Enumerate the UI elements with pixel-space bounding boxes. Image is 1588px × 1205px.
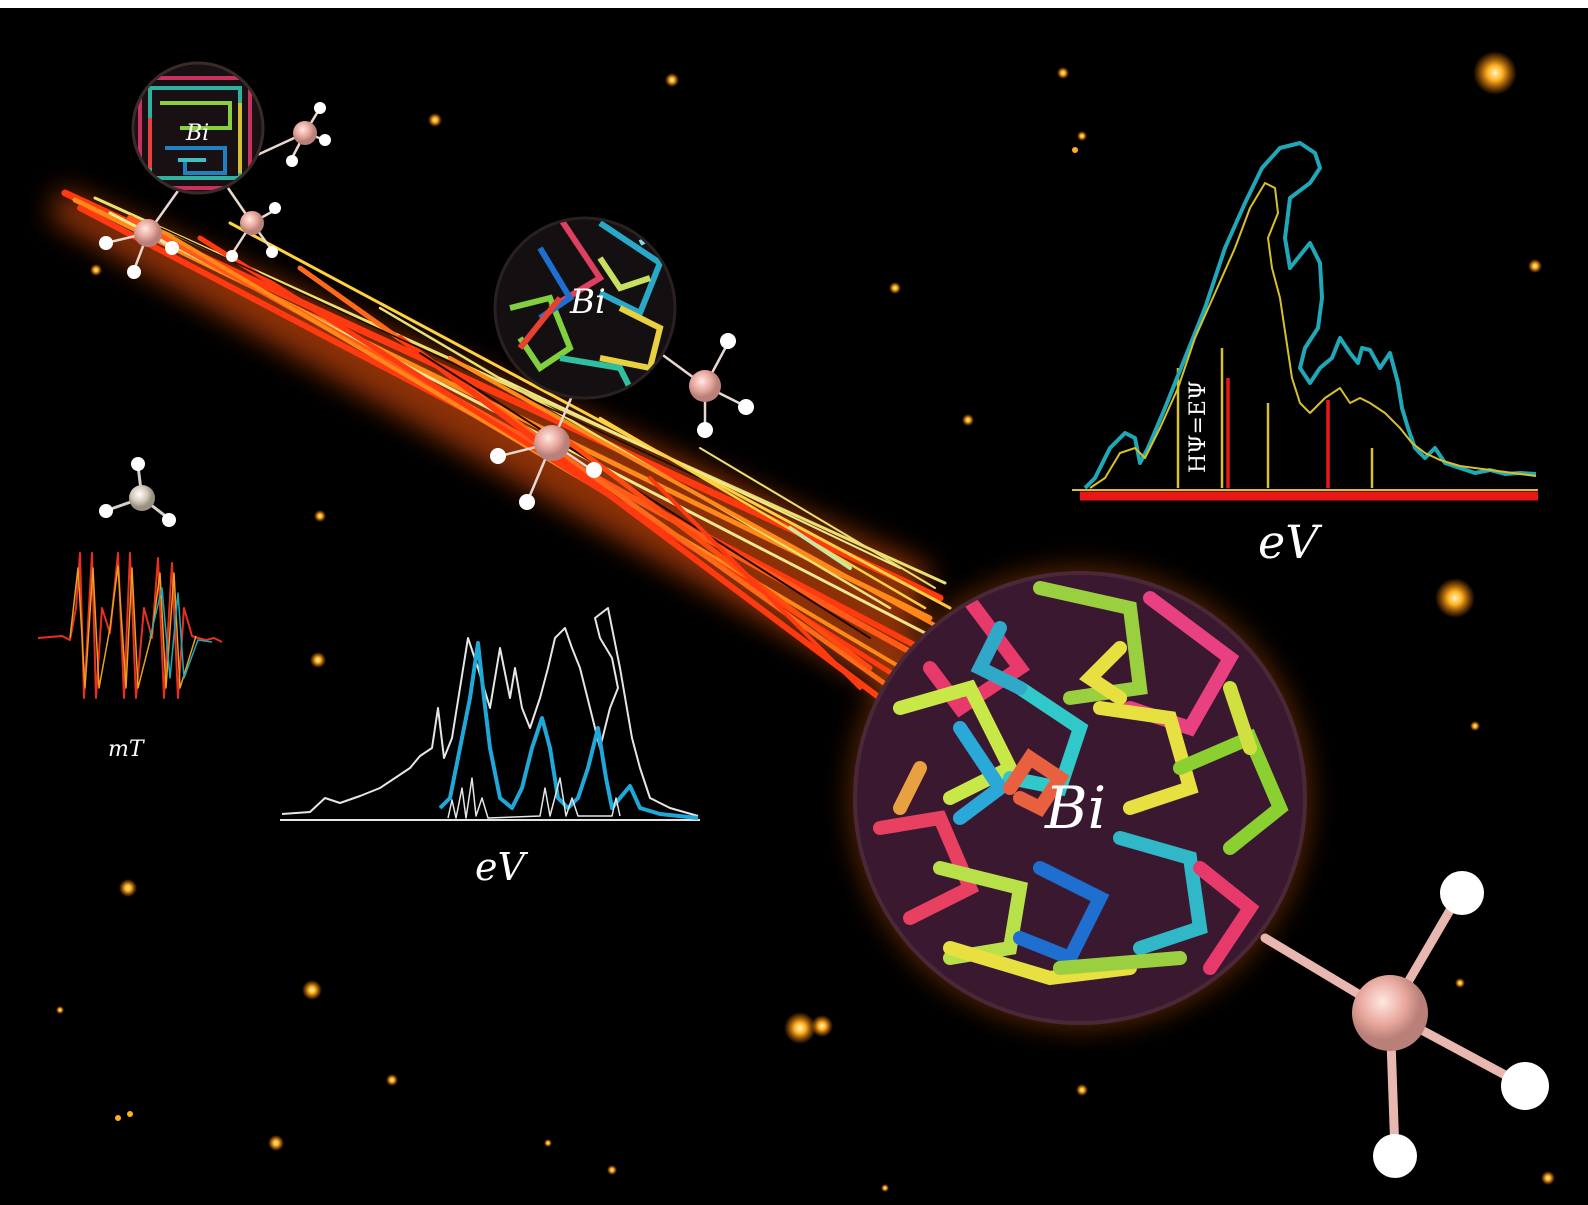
star-field <box>56 51 1555 1192</box>
big-sphere-label: Bi <box>1044 774 1106 842</box>
big-bi-sphere: Bi <box>850 568 1310 1028</box>
spectrum-right: HΨ=EΨ eV <box>1072 141 1538 569</box>
illustration: Bi <box>37 51 1555 1192</box>
spectrum-left: eV <box>280 607 700 889</box>
methyl-group-small <box>99 457 176 527</box>
epr-spectrum: mT <box>37 552 223 762</box>
methyl-group-large <box>1260 871 1549 1178</box>
mid-sphere-label: Bi <box>569 282 606 322</box>
spectrum-left-axis-label: eV <box>475 845 528 889</box>
comet-trail <box>50 188 952 701</box>
mid-bi-sphere: Bi <box>490 216 754 510</box>
spectrum-right-axis-label: eV <box>1258 515 1323 569</box>
epr-axis-label: mT <box>108 737 146 762</box>
small-sphere-label: Bi <box>185 121 209 146</box>
schrodinger-equation: HΨ=EΨ <box>1186 381 1211 473</box>
